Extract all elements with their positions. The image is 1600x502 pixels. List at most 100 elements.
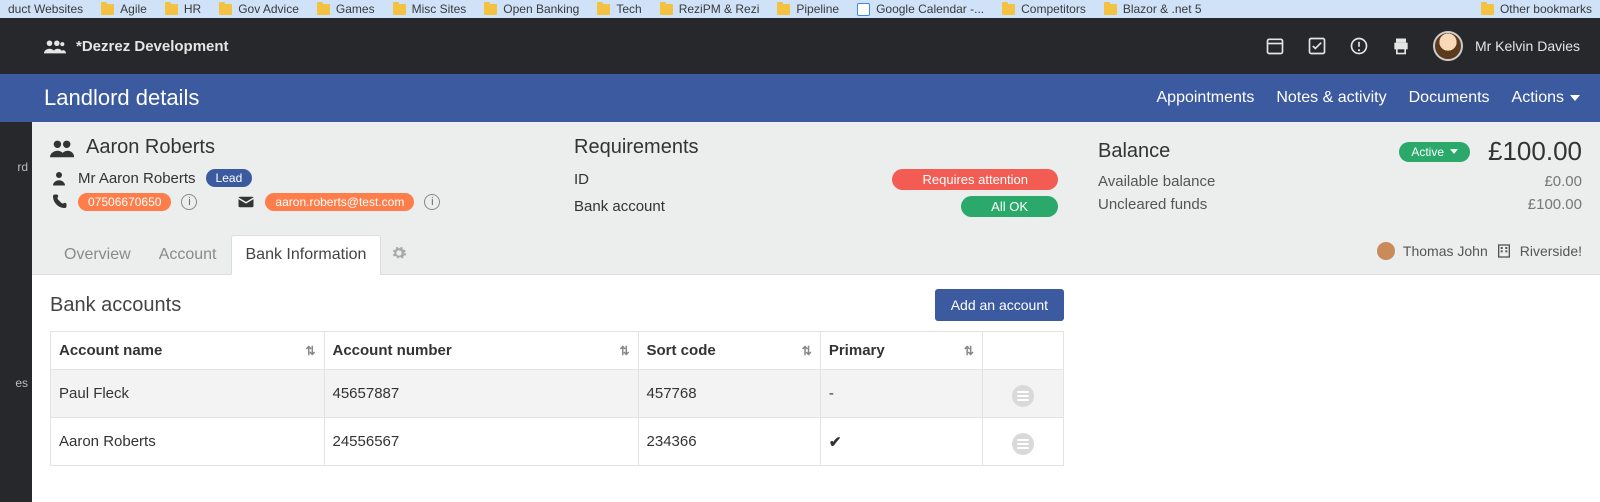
bookmark-item[interactable]: Gov Advice	[219, 2, 299, 16]
negotiator-name[interactable]: Thomas John	[1403, 243, 1488, 259]
bookmark-item[interactable]: Google Calendar -...	[857, 2, 984, 16]
sort-icon: ⇅	[305, 344, 315, 358]
browser-bookmarks-bar: duct Websites Agile HR Gov Advice Games …	[0, 0, 1600, 18]
requirement-status[interactable]: Requires attention	[892, 169, 1058, 190]
info-icon[interactable]: i	[424, 194, 440, 210]
folder-icon	[101, 4, 114, 15]
bookmark-item[interactable]: Competitors	[1002, 2, 1086, 16]
nav-appointments[interactable]: Appointments	[1157, 89, 1255, 107]
col-account-name[interactable]: Account name⇅	[51, 332, 325, 370]
bookmark-item[interactable]: Pipeline	[777, 2, 839, 16]
requirements-column: Requirements ID Requires attention Bank …	[574, 136, 1058, 223]
lead-badge: Lead	[206, 169, 253, 187]
cell-account-number: 24556567	[324, 418, 638, 466]
col-sort-code[interactable]: Sort code⇅	[638, 332, 820, 370]
nav-documents[interactable]: Documents	[1409, 89, 1490, 107]
tab-settings-button[interactable]	[381, 235, 417, 274]
folder-icon	[484, 4, 497, 15]
phone-icon	[50, 193, 68, 211]
tab-overview[interactable]: Overview	[50, 236, 145, 274]
gear-icon	[391, 245, 407, 261]
app-brand: *Dezrez Development	[76, 38, 229, 55]
bookmark-item[interactable]: Misc Sites	[393, 2, 467, 16]
cell-account-name: Paul Fleck	[51, 370, 325, 418]
bookmark-item[interactable]: duct Websites	[8, 2, 83, 16]
folder-icon	[219, 4, 232, 15]
folder-icon	[1104, 4, 1117, 15]
group-icon	[50, 138, 76, 158]
folder-icon	[660, 4, 673, 15]
user-avatar[interactable]	[1433, 31, 1463, 61]
info-icon[interactable]: i	[181, 194, 197, 210]
folder-icon	[393, 4, 406, 15]
alert-icon[interactable]	[1349, 36, 1369, 56]
balance-line-label: Uncleared funds	[1098, 196, 1207, 213]
checkbox-icon[interactable]	[1307, 36, 1327, 56]
folder-icon	[777, 4, 790, 15]
balance-line-value: £0.00	[1544, 173, 1582, 190]
bookmark-item[interactable]: Blazor & .net 5	[1104, 2, 1202, 16]
bookmark-item[interactable]: ReziPM & Rezi	[660, 2, 760, 16]
bookmark-item[interactable]: Open Banking	[484, 2, 579, 16]
tab-bank-information[interactable]: Bank Information	[231, 235, 382, 275]
contact-group-name: Aaron Roberts	[86, 136, 215, 159]
branch-name[interactable]: Riverside!	[1520, 243, 1582, 259]
cell-account-number: 45657887	[324, 370, 638, 418]
requirements-title: Requirements	[574, 136, 699, 159]
negotiator-avatar[interactable]	[1377, 242, 1395, 260]
person-icon	[50, 169, 68, 187]
bookmark-item[interactable]: HR	[165, 2, 201, 16]
sort-icon: ⇅	[964, 344, 974, 358]
summary-panel: Aaron Roberts Mr Aaron Roberts Lead 0750…	[32, 122, 1600, 223]
page-header: Landlord details Appointments Notes & ac…	[0, 74, 1600, 122]
contact-email[interactable]: aaron.roberts@test.com	[265, 193, 414, 211]
people-icon	[44, 38, 66, 54]
chevron-down-icon	[1450, 149, 1458, 154]
add-account-button[interactable]: Add an account	[935, 289, 1064, 321]
cell-sort-code: 234366	[638, 418, 820, 466]
nav-notes-activity[interactable]: Notes & activity	[1276, 89, 1386, 107]
col-primary[interactable]: Primary⇅	[820, 332, 982, 370]
row-menu-button[interactable]	[1012, 385, 1034, 407]
app-topbar: *Dezrez Development Mr Kelvin Davies	[0, 18, 1600, 74]
left-rail: rd es	[0, 122, 32, 502]
print-icon[interactable]	[1391, 36, 1411, 56]
folder-icon	[1481, 4, 1494, 15]
contact-phone[interactable]: 07506670650	[78, 193, 171, 211]
bookmark-item[interactable]: Tech	[597, 2, 641, 16]
rail-item[interactable]: rd	[0, 154, 32, 180]
rail-item[interactable]: es	[0, 370, 32, 396]
tab-bar: Overview Account Bank Information Thomas…	[32, 223, 1600, 275]
requirement-status[interactable]: All OK	[961, 196, 1058, 217]
user-name[interactable]: Mr Kelvin Davies	[1475, 38, 1580, 54]
balance-column: Balance Active £100.00 Available balance…	[1098, 136, 1582, 223]
email-icon	[237, 193, 255, 211]
table-row[interactable]: Aaron Roberts 24556567 234366 ✔	[51, 418, 1064, 466]
folder-icon	[165, 4, 178, 15]
balance-line-value: £100.00	[1528, 196, 1582, 213]
bookmark-item[interactable]: Agile	[101, 2, 147, 16]
contact-column: Aaron Roberts Mr Aaron Roberts Lead 0750…	[50, 136, 534, 223]
requirement-label: ID	[574, 171, 589, 188]
sort-icon: ⇅	[619, 344, 629, 358]
tab-account[interactable]: Account	[145, 236, 231, 274]
bookmark-other[interactable]: Other bookmarks	[1481, 2, 1592, 16]
building-icon	[1496, 243, 1512, 259]
sort-icon: ⇅	[802, 344, 812, 358]
cell-sort-code: 457768	[638, 370, 820, 418]
row-menu-button[interactable]	[1012, 433, 1034, 455]
cell-primary: ✔	[820, 418, 982, 466]
page-title: Landlord details	[44, 85, 199, 111]
bank-accounts-table: Account name⇅ Account number⇅ Sort code⇅…	[50, 331, 1064, 466]
contact-full-name: Mr Aaron Roberts	[78, 170, 196, 187]
bookmark-item[interactable]: Games	[317, 2, 375, 16]
col-account-number[interactable]: Account number⇅	[324, 332, 638, 370]
bank-accounts-title: Bank accounts	[50, 294, 181, 317]
nav-actions-dropdown[interactable]: Actions	[1512, 89, 1580, 107]
calendar-icon[interactable]	[1265, 36, 1285, 56]
bank-accounts-section: Bank accounts Add an account Account nam…	[32, 275, 1082, 480]
table-row[interactable]: Paul Fleck 45657887 457768 -	[51, 370, 1064, 418]
cell-account-name: Aaron Roberts	[51, 418, 325, 466]
chevron-down-icon	[1570, 95, 1580, 101]
active-status-pill[interactable]: Active	[1399, 142, 1470, 162]
